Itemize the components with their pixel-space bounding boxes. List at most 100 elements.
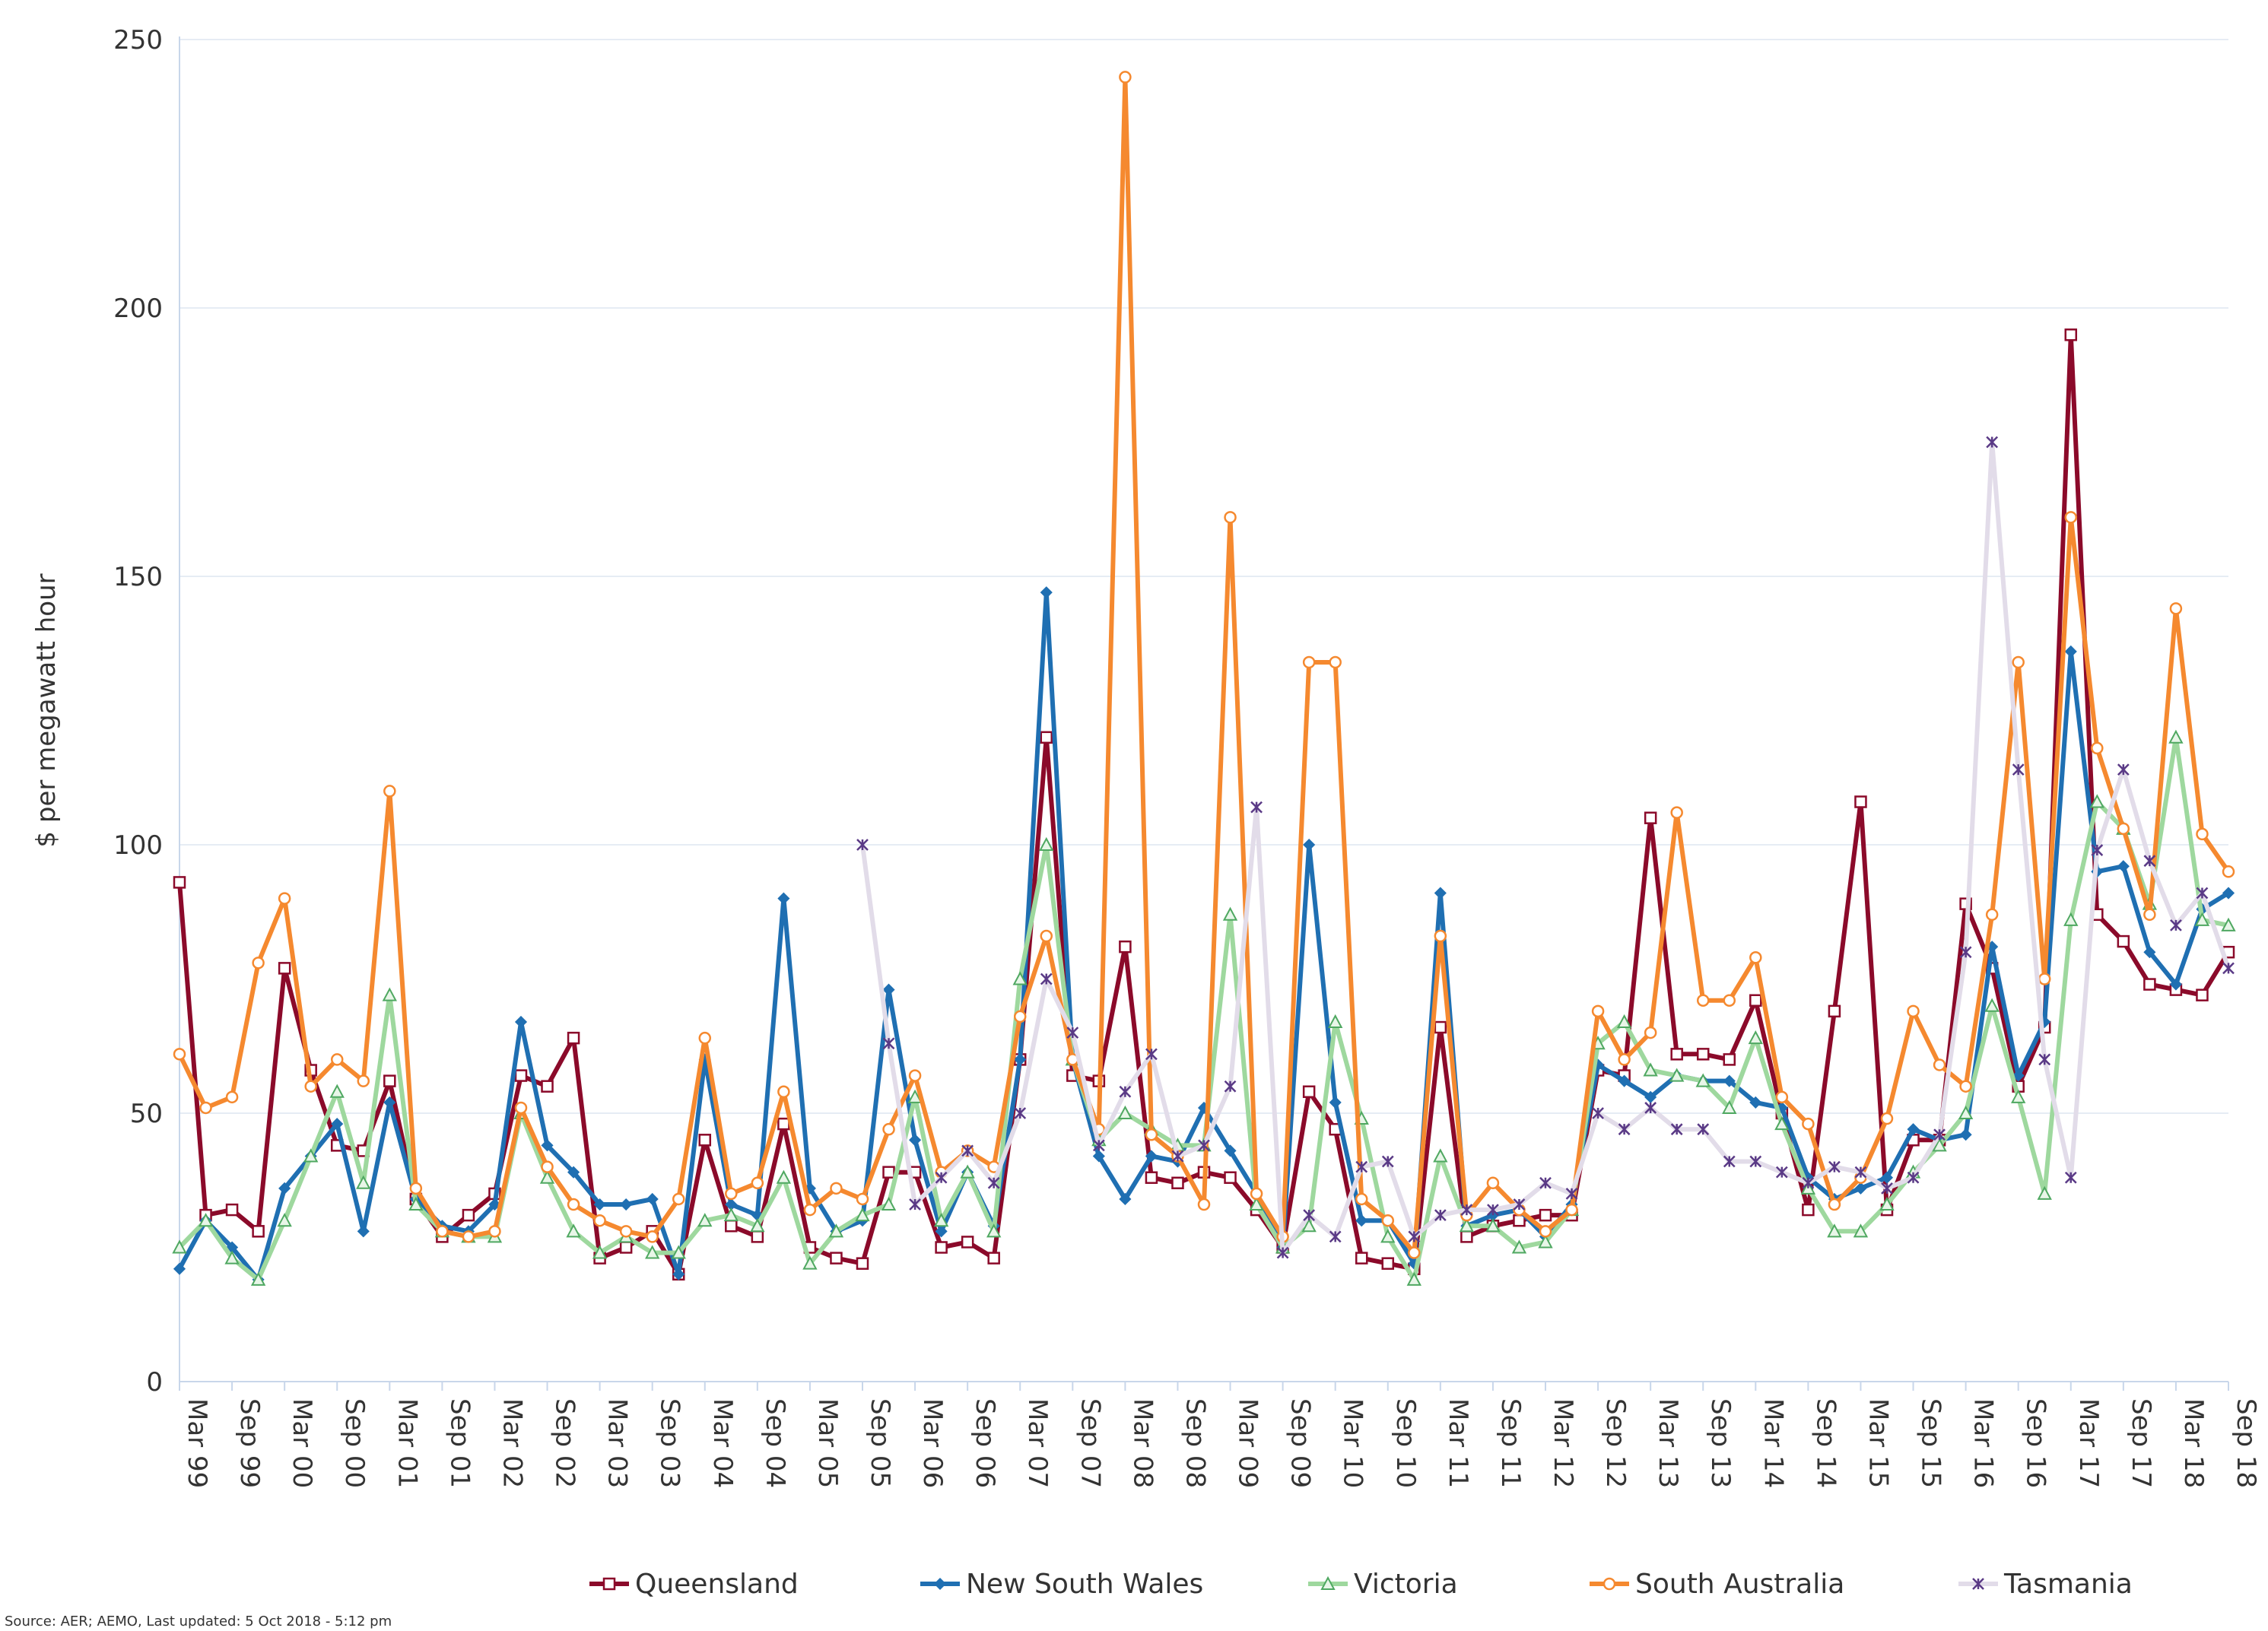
data-point <box>1513 1198 1526 1211</box>
data-point <box>1119 1085 1132 1098</box>
data-point <box>1984 998 2000 1012</box>
x-tick-label: Mar 03 <box>602 1398 633 1488</box>
data-point <box>1907 1123 1920 1136</box>
x-tick-label: Sep 08 <box>1180 1398 1210 1488</box>
data-point <box>620 1198 633 1211</box>
data-point <box>382 987 397 1001</box>
data-point <box>1775 1090 1789 1104</box>
data-point <box>1748 1030 1763 1045</box>
data-point <box>541 1160 554 1173</box>
data-point <box>2222 962 2235 975</box>
data-point <box>541 1080 554 1093</box>
data-point <box>383 785 396 798</box>
data-point <box>1302 655 1316 669</box>
data-point <box>1434 887 1447 900</box>
legend-item: South Australia <box>1590 1569 1844 1600</box>
data-point <box>725 1187 738 1201</box>
data-point <box>2064 328 2078 341</box>
data-point <box>514 1069 528 1082</box>
data-point <box>409 1182 423 1195</box>
data-point <box>1723 1074 1736 1087</box>
x-tick-label: Mar 08 <box>1127 1398 1158 1488</box>
data-point <box>828 1223 844 1238</box>
data-point <box>987 1176 1000 1189</box>
data-point <box>751 1176 764 1190</box>
data-point <box>173 1048 186 1061</box>
y-tick-label: 150 <box>113 562 163 592</box>
data-point <box>2196 887 2209 900</box>
data-point <box>1881 1182 1893 1195</box>
data-point <box>1828 1004 1841 1018</box>
data-point <box>1408 1246 1421 1259</box>
data-point <box>488 1225 501 1238</box>
data-point <box>1459 1218 1475 1233</box>
data-point <box>935 1171 948 1184</box>
x-tick-label: Mar 10 <box>1338 1398 1368 1488</box>
data-point <box>2117 822 2130 836</box>
data-point <box>1119 1192 1132 1206</box>
data-point <box>2194 912 2210 926</box>
data-point <box>593 1198 606 1211</box>
data-point <box>1670 1123 1683 1136</box>
series-line <box>177 75 2231 1255</box>
x-tick-label: Sep 17 <box>2126 1398 2156 1488</box>
data-point <box>252 957 265 969</box>
data-point <box>1197 1198 1211 1211</box>
data-point <box>1460 1230 1473 1243</box>
data-point <box>1355 1252 1368 1265</box>
data-point <box>383 1074 396 1087</box>
data-point <box>1958 1105 1974 1119</box>
data-point <box>1145 1171 1158 1184</box>
data-point <box>1145 1150 1158 1163</box>
data-point <box>1959 1128 1972 1141</box>
data-point <box>225 1090 239 1104</box>
data-point <box>1591 1004 1605 1018</box>
data-point <box>1250 1187 1263 1201</box>
data-point <box>802 1255 818 1270</box>
data-point <box>1406 1271 1421 1286</box>
data-point <box>1145 1048 1158 1061</box>
data-point <box>1907 1171 1920 1184</box>
x-tick-label: Sep 12 <box>1600 1398 1631 1488</box>
data-point <box>2012 655 2025 669</box>
data-point <box>1276 1246 1289 1259</box>
data-point <box>1749 1155 1762 1168</box>
data-point <box>539 1169 555 1184</box>
x-tick-label: Sep 06 <box>970 1398 1000 1488</box>
data-point <box>1040 929 1053 943</box>
data-point <box>514 1015 528 1029</box>
legend: Queensland New South Wales Victoria South A… <box>589 1569 2133 1600</box>
data-point <box>1696 994 1710 1007</box>
data-point <box>1618 1053 1631 1066</box>
data-point <box>1117 1105 1133 1119</box>
x-tick-label: Sep 04 <box>760 1398 790 1488</box>
data-point <box>1224 1171 1237 1184</box>
x-tick-label: Sep 00 <box>339 1398 370 1488</box>
y-tick-label: 200 <box>113 294 163 324</box>
legend-marker <box>933 1577 947 1591</box>
data-point <box>1539 1176 1552 1189</box>
data-point <box>672 1268 685 1280</box>
x-tick-label: Mar 04 <box>707 1398 738 1488</box>
data-point <box>2222 865 2235 878</box>
data-point <box>1538 1234 1553 1249</box>
legend-label: South Australia <box>1635 1569 1844 1600</box>
series-lines <box>172 71 2236 1286</box>
data-point <box>330 1053 344 1066</box>
data-point <box>541 1139 554 1152</box>
data-point <box>1986 436 1999 449</box>
data-point <box>933 1213 949 1227</box>
series-line <box>860 439 2231 1255</box>
axes <box>179 36 2229 1391</box>
data-point <box>1039 836 1054 851</box>
data-point <box>408 1196 424 1211</box>
data-point <box>1879 1196 1895 1211</box>
data-point <box>488 1198 501 1211</box>
data-point <box>1802 1203 1815 1217</box>
x-tick-label: Sep 07 <box>1075 1398 1105 1488</box>
data-point <box>1749 994 1762 1007</box>
data-point <box>2012 763 2025 776</box>
data-point <box>1329 1096 1342 1109</box>
data-point <box>1092 1150 1105 1163</box>
